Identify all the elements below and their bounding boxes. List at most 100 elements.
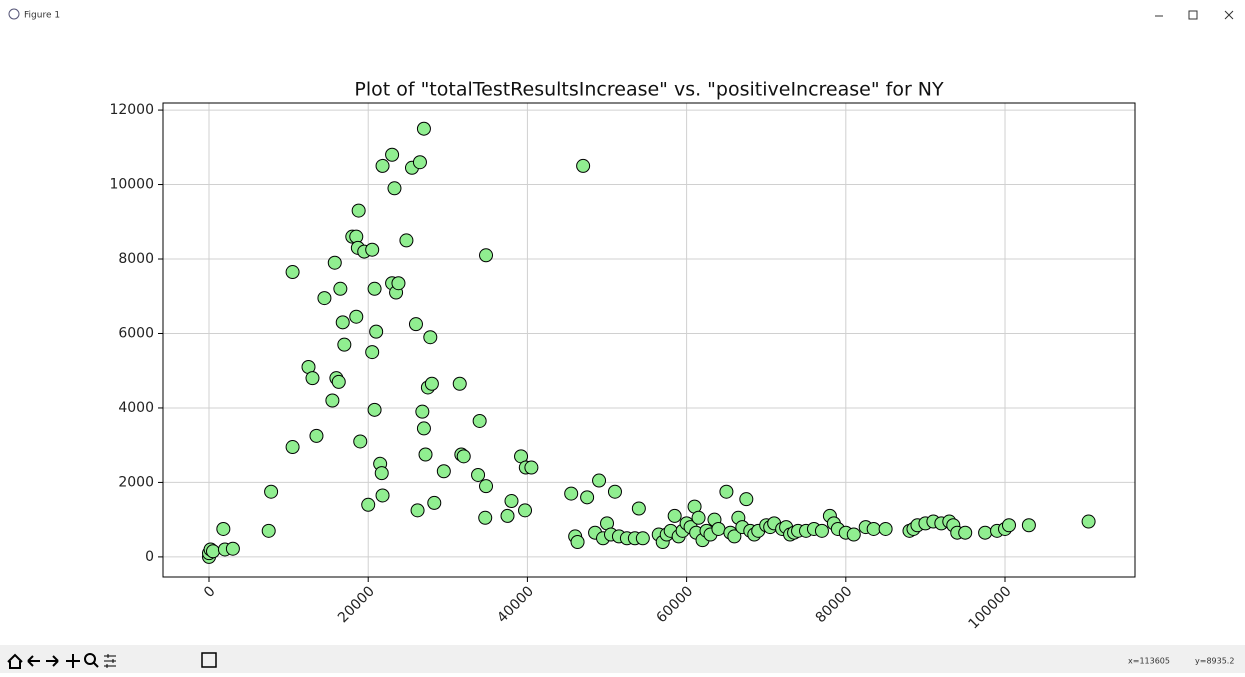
point [261, 523, 276, 538]
point [727, 529, 742, 544]
y-tick-label: 6000 [118, 325, 154, 341]
point [846, 527, 861, 542]
point [978, 525, 993, 540]
point [374, 466, 389, 481]
point [399, 233, 414, 248]
point [631, 501, 646, 516]
point [365, 242, 380, 257]
pan-button[interactable] [66, 654, 80, 668]
point [719, 484, 734, 499]
close-button[interactable] [1224, 10, 1234, 20]
point [878, 521, 893, 536]
forward-button[interactable] [46, 655, 59, 667]
point [305, 371, 320, 386]
point [472, 413, 487, 428]
point [416, 421, 431, 436]
point [285, 440, 300, 455]
point [353, 434, 368, 449]
point [479, 248, 494, 263]
point [471, 467, 486, 482]
point [479, 479, 494, 494]
point [570, 534, 585, 549]
point [367, 402, 382, 417]
save-button[interactable] [201, 652, 217, 668]
point [391, 276, 406, 291]
point [592, 473, 607, 488]
y-tick-label: 8000 [118, 251, 154, 267]
point [524, 460, 539, 475]
point [375, 488, 390, 503]
home-button[interactable] [7, 653, 23, 669]
point [415, 404, 430, 419]
point [385, 147, 400, 162]
point [518, 503, 533, 518]
point [711, 521, 726, 536]
point [478, 510, 493, 525]
point [580, 490, 595, 505]
y-tick-label: 10000 [109, 177, 154, 193]
y-tick-label: 4000 [118, 400, 154, 416]
point [351, 203, 366, 218]
point [635, 531, 650, 546]
point [361, 497, 376, 512]
point [866, 521, 881, 536]
y-tick-label: 12000 [109, 102, 154, 118]
status-x: x=113605 [1128, 657, 1170, 666]
point [408, 317, 423, 332]
point [325, 393, 340, 408]
axes-frame [162, 102, 1136, 578]
point [418, 447, 433, 462]
point [205, 544, 220, 559]
point [424, 376, 439, 391]
point [427, 495, 442, 510]
zoom-button[interactable] [84, 653, 99, 668]
y-tick-label: 0 [145, 549, 154, 565]
point [327, 255, 342, 270]
point [814, 523, 829, 538]
point [317, 291, 332, 306]
maximize-button[interactable] [1188, 10, 1198, 20]
point [958, 525, 973, 540]
point [456, 449, 471, 464]
point [1081, 514, 1096, 529]
point [423, 330, 438, 345]
back-button[interactable] [27, 655, 40, 667]
point [416, 121, 431, 136]
point [739, 492, 754, 507]
point [337, 337, 352, 352]
point [1001, 518, 1016, 533]
point [225, 541, 240, 556]
point [333, 281, 348, 296]
point [564, 486, 579, 501]
point [1021, 518, 1036, 533]
point [576, 158, 591, 173]
point [367, 281, 382, 296]
status-y: y=8935.2 [1195, 657, 1234, 666]
window-title: Figure 1 [24, 11, 60, 21]
point [436, 464, 451, 479]
point [309, 428, 324, 443]
app-icon [8, 8, 20, 20]
point [412, 155, 427, 170]
chart-title: Plot of "totalTestResultsIncrease" vs. "… [354, 79, 944, 101]
point [500, 508, 515, 523]
point [331, 374, 346, 389]
point [285, 265, 300, 280]
toolbar [0, 645, 1245, 673]
point [410, 503, 425, 518]
point [375, 158, 390, 173]
point [365, 345, 380, 360]
point [349, 309, 364, 324]
point [387, 181, 402, 196]
point [369, 324, 384, 339]
y-tick-label: 2000 [118, 474, 154, 490]
point [691, 510, 706, 525]
point [667, 508, 682, 523]
point [607, 484, 622, 499]
point [452, 376, 467, 391]
configure-button[interactable] [104, 654, 116, 668]
